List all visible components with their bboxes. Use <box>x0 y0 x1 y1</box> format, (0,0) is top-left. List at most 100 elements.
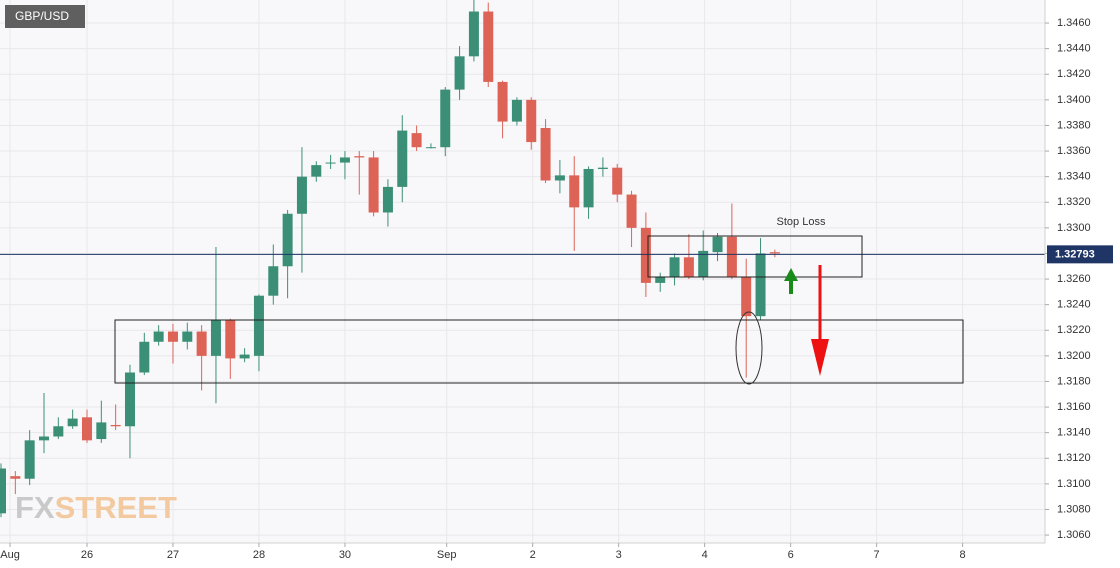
candle-body <box>397 130 408 187</box>
candle-body <box>583 168 594 208</box>
last-price-label: 1.32793 <box>1055 248 1095 260</box>
y-tick-label: 1.3460 <box>1057 17 1091 29</box>
candle-body <box>669 257 680 277</box>
x-tick-label: 27 <box>167 549 179 561</box>
candle-body <box>139 341 150 373</box>
x-tick-label: 30 <box>339 549 351 561</box>
candle-body <box>110 424 121 427</box>
candle-body <box>10 476 21 479</box>
x-tick-label: 26 <box>81 549 93 561</box>
candle-body <box>368 157 379 213</box>
candle-body <box>210 320 221 356</box>
range-box <box>647 235 863 278</box>
candle-body <box>655 276 666 283</box>
y-tick-label: 1.3060 <box>1057 529 1091 541</box>
candle-body <box>167 331 178 342</box>
candle-body <box>612 167 623 195</box>
candle-body <box>769 252 780 254</box>
candle-body <box>440 89 451 148</box>
x-tick-label: 28 <box>253 549 265 561</box>
candle-body <box>196 331 207 356</box>
candle-body <box>239 354 250 359</box>
y-tick-label: 1.3220 <box>1057 324 1091 336</box>
up-arrow <box>784 268 798 294</box>
x-tick-label: Aug <box>0 549 20 561</box>
candle-body <box>67 418 78 427</box>
down-arrow <box>811 265 829 376</box>
candle-body <box>626 194 637 228</box>
x-tick-label: 4 <box>702 549 708 561</box>
candle-body <box>726 236 737 277</box>
y-tick-label: 1.3180 <box>1057 375 1091 387</box>
y-tick-label: 1.3200 <box>1057 350 1091 362</box>
candle-body <box>569 175 580 208</box>
y-tick-label: 1.3240 <box>1057 299 1091 311</box>
annotation: Stop Loss <box>777 216 826 228</box>
y-tick-label: 1.3260 <box>1057 273 1091 285</box>
candle-body <box>755 253 766 317</box>
wick-highlight <box>735 311 763 385</box>
candle-body <box>96 422 107 440</box>
y-tick-label: 1.3340 <box>1057 171 1091 183</box>
candle-body <box>526 99 537 143</box>
candle-body <box>53 426 64 437</box>
candle-body <box>268 266 279 296</box>
candle-body <box>497 81 508 122</box>
x-tick-label: 2 <box>530 549 536 561</box>
plot-area <box>0 0 1045 543</box>
y-tick-label: 1.3360 <box>1057 145 1091 157</box>
y-tick-label: 1.3100 <box>1057 478 1091 490</box>
y-tick-label: 1.3380 <box>1057 119 1091 131</box>
candle-body <box>741 276 752 317</box>
candle-body <box>554 175 565 181</box>
x-tick-label: 3 <box>616 549 622 561</box>
x-tick-label: 8 <box>960 549 966 561</box>
y-tick-label: 1.3320 <box>1057 196 1091 208</box>
candle-body <box>468 11 479 57</box>
x-tick-label: Sep <box>437 549 457 561</box>
x-tick-label: 7 <box>874 549 880 561</box>
last-price-box <box>1047 245 1113 264</box>
candle-body <box>411 133 422 148</box>
candle-body <box>712 236 723 253</box>
y-tick-label: 1.3440 <box>1057 43 1091 55</box>
candle-body <box>683 257 694 277</box>
candle-body <box>282 213 293 267</box>
candle-body <box>38 436 49 441</box>
candle-body <box>325 162 336 164</box>
candle-body <box>483 11 494 82</box>
watermark: FXSTREET <box>15 490 177 525</box>
candle-body <box>311 165 322 177</box>
candle-body <box>382 186 393 213</box>
candle-body <box>225 320 236 359</box>
y-tick-label: 1.3140 <box>1057 427 1091 439</box>
candle-body <box>296 176 307 214</box>
y-tick-label: 1.3080 <box>1057 503 1091 515</box>
y-tick-label: 1.3160 <box>1057 401 1091 413</box>
y-tick-label: 1.3300 <box>1057 222 1091 234</box>
symbol-box <box>5 5 85 28</box>
y-tick-label: 1.3420 <box>1057 68 1091 80</box>
candle-body <box>354 156 365 158</box>
chart-title: GBP/USD <box>15 9 69 23</box>
candle-body <box>454 56 465 90</box>
candle-body <box>253 295 264 356</box>
y-tick-label: 1.3120 <box>1057 452 1091 464</box>
y-tick-label: 1.3400 <box>1057 94 1091 106</box>
candle-body <box>698 250 709 277</box>
candle-body <box>0 468 7 514</box>
candle-body <box>153 331 164 342</box>
candle-body <box>425 147 436 149</box>
candle-body <box>182 331 193 342</box>
candle-body <box>597 167 608 169</box>
candle-body <box>124 372 135 427</box>
candle-body <box>511 99 522 122</box>
x-tick-label: 6 <box>788 549 794 561</box>
candle-body <box>540 128 551 181</box>
candle-body <box>81 417 92 441</box>
candle-body <box>640 227 651 283</box>
candle-body <box>339 157 350 163</box>
candle-body <box>24 440 35 479</box>
